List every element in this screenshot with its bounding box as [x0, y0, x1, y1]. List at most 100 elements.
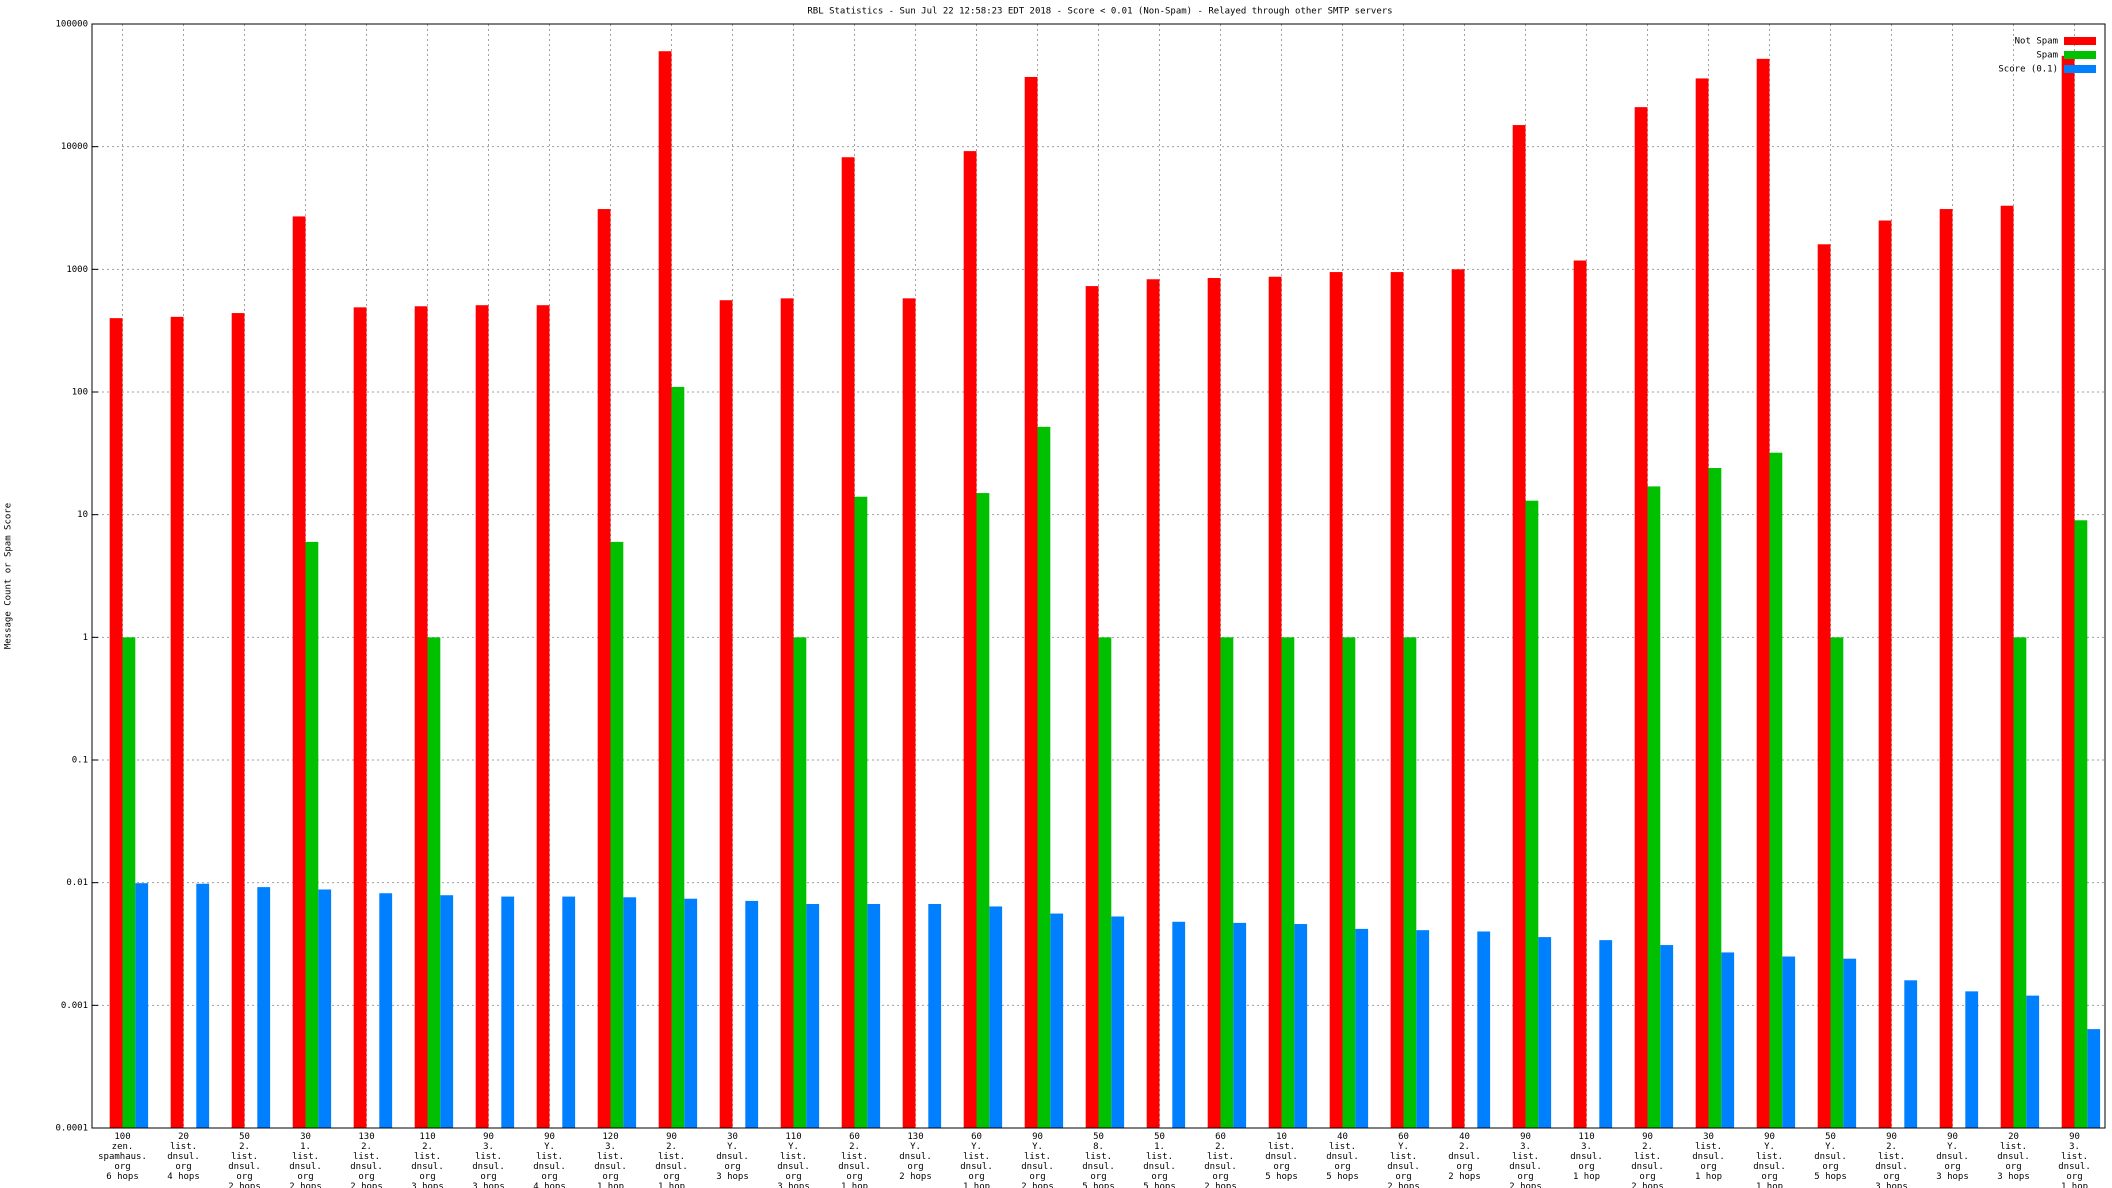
bar [1220, 637, 1234, 1128]
bar [2087, 1029, 2101, 1128]
legend-swatch [2064, 51, 2096, 59]
x-tick-label: 90 3. list. dnsul. org 3 hops [472, 1132, 505, 1188]
x-tick-label: 40 2. dnsul. org 2 hops [1448, 1132, 1481, 1182]
bar [1390, 272, 1404, 1128]
x-tick-label: 110 2. list. dnsul. org 3 hops [411, 1132, 444, 1188]
bar [1599, 940, 1613, 1128]
y-tick-label: 0.001 [61, 1001, 88, 1011]
bar [793, 637, 807, 1128]
legend-label: Not Spam [2015, 37, 2058, 47]
x-tick-label: 130 Y. dnsul. org 2 hops [899, 1132, 932, 1182]
bar [1769, 452, 1783, 1128]
bar [231, 313, 245, 1128]
bar [745, 900, 759, 1128]
bar [353, 307, 367, 1128]
bar [1756, 58, 1770, 1129]
bar [1512, 125, 1526, 1128]
x-tick-label: 10 list. dnsul. org 5 hops [1265, 1132, 1298, 1182]
bar [976, 493, 990, 1128]
bar [658, 51, 672, 1128]
bar [122, 637, 136, 1128]
bar [1207, 277, 1221, 1128]
x-tick-label: 30 1. list. dnsul. org 2 hops [289, 1132, 322, 1188]
bar [109, 318, 123, 1128]
legend-label: Spam [2036, 51, 2058, 61]
bar [1416, 930, 1430, 1128]
x-tick-label: 30 list. dnsul. org 1 hop [1692, 1132, 1725, 1182]
x-tick-label: 60 2. list. dnsul. org 1 hop [838, 1132, 871, 1188]
x-tick-label: 90 3. list. dnsul. org 1 hop [2058, 1132, 2091, 1188]
x-tick-label: 90 Y. list. dnsul. org 1 hop [1753, 1132, 1786, 1188]
bar [170, 316, 184, 1128]
bar [780, 298, 794, 1128]
bar [1660, 945, 1674, 1128]
bar [1708, 468, 1722, 1128]
bar [684, 898, 698, 1128]
bar [1721, 952, 1735, 1128]
bar [1172, 921, 1186, 1128]
x-tick-label: 90 2. list. dnsul. org 3 hops [1875, 1132, 1908, 1188]
bar [501, 896, 515, 1128]
bar [1843, 958, 1857, 1128]
bar [1525, 500, 1539, 1129]
x-tick-label: 90 Y. list. dnsul. org 4 hops [533, 1132, 566, 1188]
bar [1233, 922, 1247, 1128]
x-tick-label: 50 8. list. dnsul. org 5 hops [1082, 1132, 1115, 1188]
bar [292, 216, 306, 1128]
bar [305, 541, 319, 1128]
bar [841, 157, 855, 1128]
bar [1817, 244, 1831, 1128]
bar [562, 896, 576, 1128]
bar [318, 889, 332, 1128]
bar [2074, 520, 2088, 1128]
x-tick-label: 30 Y. dnsul. org 3 hops [716, 1132, 749, 1182]
y-tick-label: 0.1 [72, 756, 88, 766]
bar [1830, 637, 1844, 1128]
bar [989, 906, 1003, 1128]
x-tick-label: 110 Y. list. dnsul. org 3 hops [777, 1132, 810, 1188]
bar [719, 300, 733, 1128]
y-tick-label: 0.0001 [55, 1124, 88, 1134]
y-tick-label: 1000 [66, 265, 88, 275]
x-tick-label: 60 Y. list. dnsul. org 1 hop [960, 1132, 993, 1188]
bar [1965, 991, 1979, 1128]
bar [1878, 220, 1892, 1129]
bar [806, 904, 820, 1128]
bar [623, 897, 637, 1128]
bar [1085, 286, 1099, 1128]
bar [1477, 931, 1491, 1128]
bar [1268, 276, 1282, 1128]
bar [1695, 78, 1709, 1129]
bar [1294, 924, 1308, 1128]
bar [610, 541, 624, 1128]
x-tick-label: 40 list. dnsul. org 5 hops [1326, 1132, 1359, 1182]
legend-label: Score (0.1) [1998, 65, 2058, 75]
bar [1329, 272, 1343, 1128]
bar [1939, 209, 1953, 1128]
x-tick-label: 120 3. list. dnsul. org 1 hop [594, 1132, 627, 1188]
bar [2013, 637, 2027, 1128]
bar [1782, 956, 1796, 1128]
bar [257, 887, 271, 1128]
bar [1146, 279, 1160, 1128]
bar [414, 306, 428, 1129]
bar [597, 209, 611, 1128]
bar [1050, 913, 1064, 1128]
y-tick-label: 0.01 [66, 878, 88, 888]
bar [2000, 205, 2014, 1129]
x-tick-label: 50 2. list. dnsul. org 2 hops [228, 1132, 261, 1188]
bar [440, 895, 454, 1128]
y-tick-label: 10000 [61, 142, 88, 152]
bar [1355, 928, 1369, 1128]
bar [1647, 486, 1661, 1128]
bar [1111, 916, 1125, 1128]
x-tick-label: 20 list. dnsul. org 4 hops [167, 1132, 200, 1182]
bar [536, 305, 550, 1128]
bar [1403, 637, 1417, 1128]
chart-title: RBL Statistics - Sun Jul 22 12:58:23 EDT… [807, 7, 1392, 17]
y-tick-label: 100 [72, 388, 88, 398]
bar [963, 151, 977, 1128]
x-tick-label: 90 2. list. dnsul. org 1 hop [655, 1132, 688, 1188]
bar [1024, 76, 1038, 1128]
bar [135, 883, 149, 1128]
